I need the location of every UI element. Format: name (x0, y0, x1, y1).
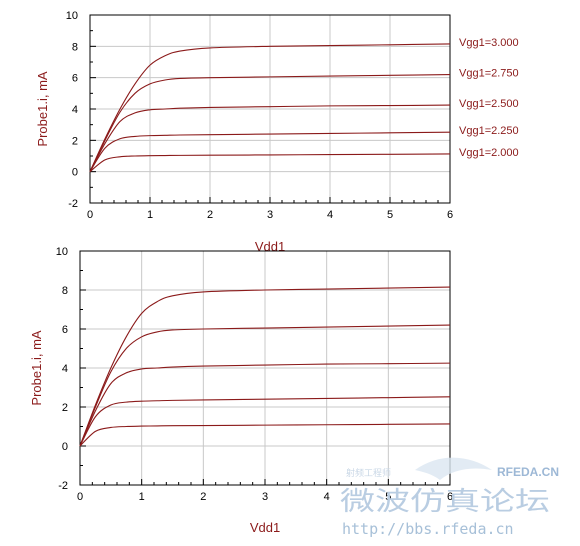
series-line-1 (79, 324, 451, 447)
watermark-url: http://bbs.rfeda.cn (342, 520, 514, 538)
x-tick-label: 0 (77, 491, 83, 503)
y-tick-label: -2 (58, 480, 68, 492)
series-label-4: Vgg1=2.000 (459, 147, 519, 159)
x-tick-label: 1 (139, 491, 145, 503)
x-tick-label: 3 (262, 491, 268, 503)
series-line-0 (79, 286, 451, 447)
bottom-chart: 0 1 2 3 4 5 6 -2 0 2 4 6 8 10 Vdd1 Probe1.i, mA (29, 246, 453, 535)
x-tick-label: 0 (87, 209, 93, 221)
series-line-2 (79, 362, 451, 447)
x-tick-label: 4 (324, 491, 330, 503)
series-label-0: Vgg1=3.000 (459, 37, 519, 49)
x-tick-label: 5 (385, 491, 391, 503)
y-tick-label: 8 (72, 41, 78, 53)
y-tick-label: 0 (62, 441, 68, 453)
series-line-3 (79, 396, 451, 447)
x-axis-label: Vdd1 (255, 239, 285, 254)
y-tick-label: 2 (62, 402, 68, 414)
x-tick-label: 4 (327, 209, 333, 221)
series-line-1 (89, 73, 451, 172)
x-tick-label: 1 (147, 209, 153, 221)
y-tick-label: -2 (68, 198, 78, 210)
watermark: RFEDA.CN 射频工程师 微波仿真论坛 http://bbs.rfeda.c… (340, 457, 559, 538)
x-tick-label: 2 (207, 209, 213, 221)
y-axis-label: Probe1.i, mA (35, 71, 50, 146)
watermark-bird-icon (415, 457, 492, 480)
y-axis-label: Probe1.i, mA (29, 330, 44, 405)
y-tick-label: 6 (62, 324, 68, 336)
series-line-0 (89, 43, 451, 172)
x-tick-label: 3 (267, 209, 273, 221)
x-tick-label: 6 (447, 209, 453, 221)
x-axis-label: Vdd1 (250, 520, 280, 535)
watermark-logo: RFEDA.CN (497, 465, 559, 479)
x-tick-label: 2 (200, 491, 206, 503)
series-line-4 (79, 423, 451, 447)
series-label-3: Vgg1=2.250 (459, 125, 519, 137)
y-tick-label: 2 (72, 135, 78, 147)
y-tick-label: 8 (62, 285, 68, 297)
watermark-small-text: 射频工程师 (346, 467, 391, 478)
y-tick-label: 6 (72, 73, 78, 85)
y-tick-label: 4 (72, 104, 78, 116)
series-line-4 (89, 153, 451, 173)
series-label-1: Vgg1=2.750 (459, 68, 519, 80)
y-tick-label: 10 (66, 10, 78, 22)
series-line-3 (89, 131, 451, 172)
y-tick-label: 10 (56, 246, 68, 258)
series-line-2 (89, 104, 451, 172)
watermark-chinese: 微波仿真论坛 (340, 487, 550, 517)
x-tick-label: 5 (387, 209, 393, 221)
y-tick-label: 4 (62, 363, 68, 375)
y-tick-label: 0 (72, 167, 78, 179)
top-chart: 0 1 2 3 4 5 6 -2 0 2 4 6 8 10 Vdd1 Probe1.i, mA Vgg1=3.0… (35, 10, 519, 254)
series-label-2: Vgg1=2.500 (459, 98, 519, 110)
x-tick-label: 6 (447, 491, 453, 503)
